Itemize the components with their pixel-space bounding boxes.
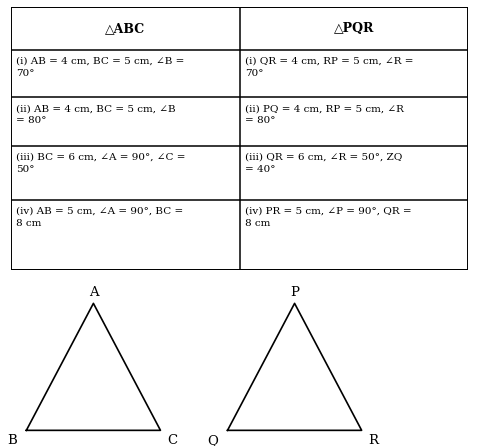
Text: (ii) PQ = 4 cm, RP = 5 cm, ∠R
= 80°: (ii) PQ = 4 cm, RP = 5 cm, ∠R = 80° — [245, 104, 404, 125]
Text: (i) AB = 4 cm, BC = 5 cm, ∠B =
70°: (i) AB = 4 cm, BC = 5 cm, ∠B = 70° — [16, 57, 184, 78]
Text: △ABC: △ABC — [105, 22, 145, 35]
Text: △PQR: △PQR — [334, 22, 374, 35]
Text: A: A — [89, 286, 98, 299]
Text: Q: Q — [208, 434, 218, 446]
Text: (iv) PR = 5 cm, ∠P = 90°, QR =
8 cm: (iv) PR = 5 cm, ∠P = 90°, QR = 8 cm — [245, 206, 411, 228]
Text: C: C — [167, 434, 178, 446]
Text: (iii) QR = 6 cm, ∠R = 50°, ZQ
= 40°: (iii) QR = 6 cm, ∠R = 50°, ZQ = 40° — [245, 153, 402, 174]
Text: (ii) AB = 4 cm, BC = 5 cm, ∠B
= 80°: (ii) AB = 4 cm, BC = 5 cm, ∠B = 80° — [16, 104, 176, 125]
Text: (iii) BC = 6 cm, ∠A = 90°, ∠C =
50°: (iii) BC = 6 cm, ∠A = 90°, ∠C = 50° — [16, 153, 185, 174]
Text: (iv) AB = 5 cm, ∠A = 90°, BC =
8 cm: (iv) AB = 5 cm, ∠A = 90°, BC = 8 cm — [16, 206, 183, 228]
Text: R: R — [369, 434, 378, 446]
Text: (i) QR = 4 cm, RP = 5 cm, ∠R =
70°: (i) QR = 4 cm, RP = 5 cm, ∠R = 70° — [245, 57, 413, 78]
Text: B: B — [7, 434, 17, 446]
Text: P: P — [290, 286, 299, 299]
